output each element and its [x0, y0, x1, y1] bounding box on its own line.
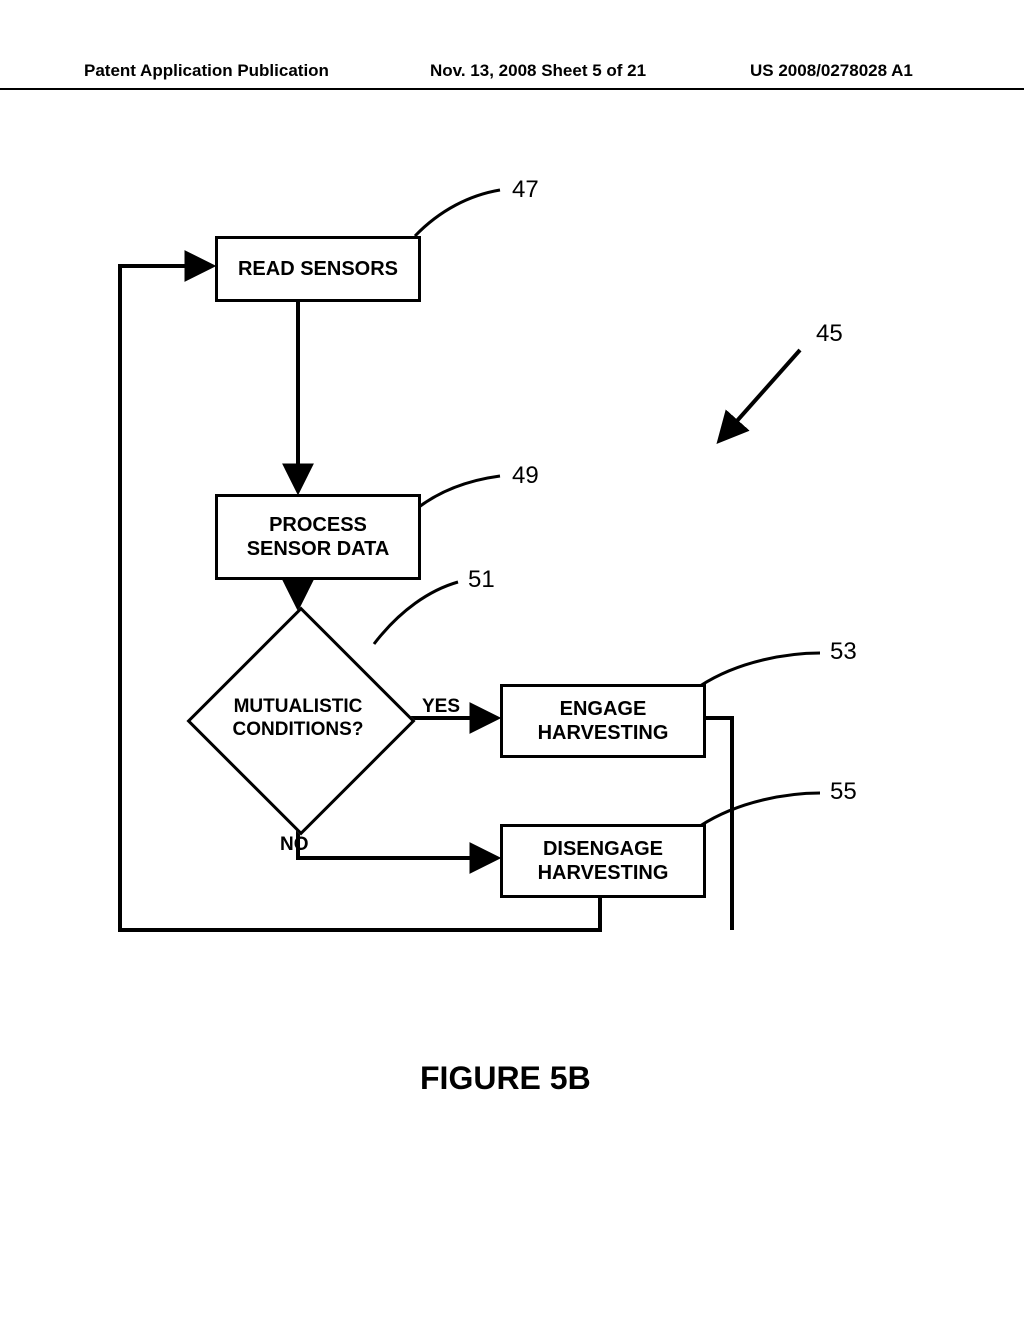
edge-label-yes: YES	[422, 696, 460, 718]
header-right: US 2008/0278028 A1	[750, 61, 913, 81]
diamond-label: MUTUALISTIC CONDITIONS?	[218, 696, 378, 742]
ref-49: 49	[512, 462, 539, 490]
node-mutualistic-conditions: MUTUALISTIC CONDITIONS?	[188, 608, 408, 828]
ref-51: 51	[468, 566, 495, 594]
ref-45: 45	[816, 320, 843, 348]
header-center: Nov. 13, 2008 Sheet 5 of 21	[430, 61, 646, 81]
header-left: Patent Application Publication	[84, 61, 329, 81]
ref-55: 55	[830, 778, 857, 806]
node-engage-harvesting: ENGAGE HARVESTING	[500, 684, 706, 758]
page-header: Patent Application Publication Nov. 13, …	[0, 58, 1024, 90]
ref-47: 47	[512, 176, 539, 204]
node-disengage-harvesting: DISENGAGE HARVESTING	[500, 824, 706, 898]
node-process-sensor-data: PROCESS SENSOR DATA	[215, 494, 421, 580]
ref-53: 53	[830, 638, 857, 666]
edge-label-no: NO	[280, 834, 309, 856]
node-read-sensors: READ SENSORS	[215, 236, 421, 302]
figure-title: FIGURE 5B	[420, 1060, 591, 1097]
